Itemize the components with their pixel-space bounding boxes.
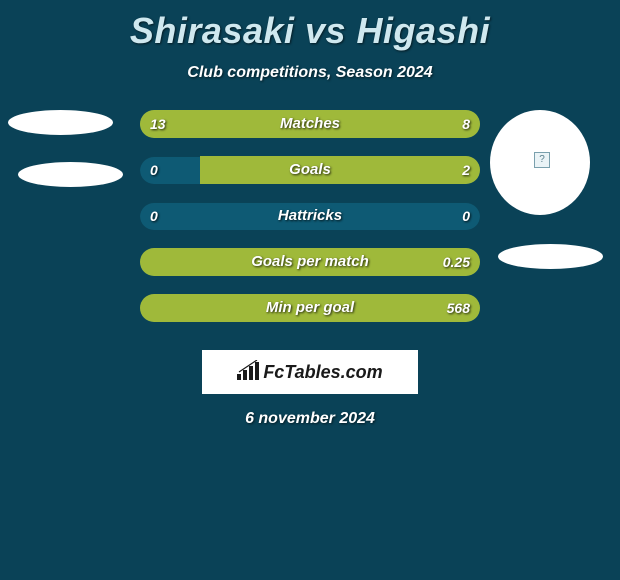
stat-value-right: 8	[462, 110, 470, 138]
stat-label: Hattricks	[140, 202, 480, 230]
stat-row: Matches13 8	[140, 110, 480, 138]
comparison-stage: ? Matches138Goals02Hattricks00Goals per …	[0, 110, 620, 344]
root: Shirasaki vs Higashi Club competitions, …	[0, 0, 620, 580]
stat-value-left: 13	[150, 110, 166, 138]
site-logo[interactable]: FcTables.com	[202, 350, 418, 394]
stat-value-left: 0	[150, 156, 158, 184]
page-subtitle: Club competitions, Season 2024	[0, 64, 620, 82]
stat-row: Goals per match0.25	[140, 248, 480, 276]
stat-label: Min per goal	[140, 294, 480, 322]
stat-row: Min per goal568	[140, 294, 480, 322]
stat-row: Goals0 2	[140, 156, 480, 184]
stat-label: Goals per match	[140, 248, 480, 276]
site-logo-text: FcTables.com	[263, 362, 382, 383]
bars-icon	[237, 360, 259, 385]
stat-value-right: 568	[447, 294, 470, 322]
stat-value-left: 0	[150, 202, 158, 230]
player-1-shape-0	[8, 110, 113, 135]
stat-value-right: 0	[462, 202, 470, 230]
date-label: 6 november 2024	[0, 410, 620, 428]
player-2-avatar-head: ?	[490, 110, 590, 215]
stat-label: Goals	[140, 156, 480, 184]
page-title: Shirasaki vs Higashi	[0, 0, 620, 52]
player-1-shape-1	[18, 162, 123, 187]
stat-row: Hattricks0 0	[140, 202, 480, 230]
stat-value-right: 0.25	[443, 248, 470, 276]
missing-image-icon: ?	[534, 152, 550, 168]
stat-label: Matches	[140, 110, 480, 138]
player-2-avatar-shadow	[498, 244, 603, 269]
stat-value-right: 2	[462, 156, 470, 184]
